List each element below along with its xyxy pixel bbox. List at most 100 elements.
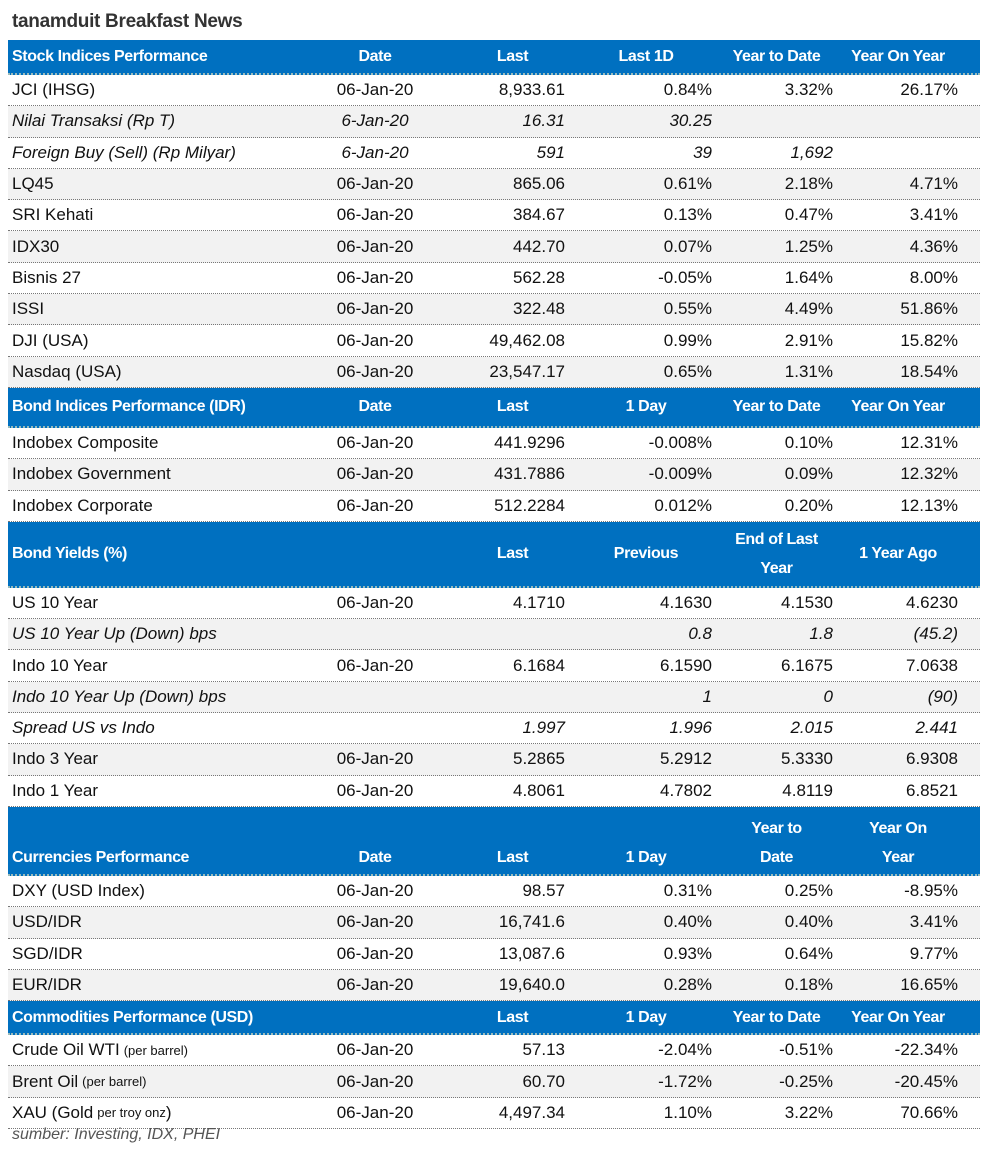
row-label: Crude Oil WTI (12, 1040, 120, 1060)
cell-date: 06-Jan-20 (336, 361, 414, 381)
header-label: Stock Indices Performance (12, 48, 208, 65)
cell-ytd: 0.64% (784, 943, 833, 963)
cell-change-1d: 0.07% (663, 236, 712, 256)
cell-yoy (838, 138, 958, 168)
cell-last: 1.997 (522, 718, 565, 738)
market-summary-table: Stock Indices Performance Date Last Last 1D… (8, 40, 980, 1130)
cell-change-1d: 0.55% (663, 299, 712, 319)
cell-yoy: -22.34% (894, 1040, 958, 1060)
cell-last: 442.70 (513, 236, 565, 256)
cell-last: 431.7886 (494, 464, 565, 484)
cell-yoy: -20.45% (894, 1071, 958, 1091)
commodities-section: Commodities Performance (USD) Last 1 Day Ye… (8, 1001, 980, 1130)
stock-indices-section: Stock Indices Performance Date Last Last 1D… (8, 40, 980, 388)
cell-yoy: 3.41% (909, 912, 958, 932)
cell-change-1d: -2.04% (658, 1040, 712, 1060)
cell-change-1d: -1.72% (658, 1071, 712, 1091)
row-label: Brent Oil (12, 1071, 79, 1091)
cell-label: Crude Oil WTI (per barrel) (12, 1035, 302, 1065)
cell-yoy (838, 106, 958, 136)
cell-label: Brent Oil (per barrel) (12, 1066, 302, 1096)
cell-yoy: (90) (927, 686, 958, 706)
cell-label: Indobex Government (12, 464, 171, 484)
cell-label: Bisnis 27 (12, 267, 81, 287)
cell-yoy: 12.31% (900, 433, 958, 453)
header-change-1d: 1 Day (625, 398, 667, 416)
bond-yields-section: Bond Yields (%) Last Previous End of Last Y… (8, 521, 980, 807)
cell-date: 06-Jan-20 (336, 495, 414, 515)
cell-change-1d: 5.2912 (660, 749, 712, 769)
header-change-1d: 1 Day (625, 1008, 667, 1026)
cell-change-1d: -0.05% (658, 267, 712, 287)
table-row: LQ45 06-Jan-20 865.06 0.61% 2.18% 4.71% (8, 168, 980, 201)
cell-yoy: 12.32% (900, 464, 958, 484)
bond-indices-section: Bond Indices Performance (IDR) Date Last 1 … (8, 387, 980, 522)
cell-label: Indo 10 Year (12, 655, 108, 675)
cell-last (460, 619, 565, 649)
header-date: Date (358, 48, 392, 65)
cell-label: Indo 10 Year Up (Down) bps (12, 686, 227, 706)
cell-ytd: 5.3330 (781, 749, 833, 769)
header-label: Currencies Performance (12, 848, 190, 866)
cell-last: 6.1684 (513, 655, 565, 675)
cell-change-1d: 30.25 (669, 111, 712, 131)
cell-change-1d: 0.84% (663, 80, 712, 100)
header-last: Last (496, 398, 529, 416)
table-row: XAU (Gold per troy onz) 06-Jan-20 4,497.34 1… (8, 1098, 980, 1130)
cell-label: DJI (USA) (12, 330, 89, 350)
cell-last: 19,640.0 (498, 974, 565, 994)
cell-yoy: 18.54% (900, 361, 958, 381)
cell-date: 06-Jan-20 (336, 464, 414, 484)
cell-ytd: 0.18% (784, 974, 833, 994)
cell-change-1d: 0.99% (663, 330, 712, 350)
header-last: Last (496, 1008, 529, 1026)
cell-label: USD/IDR (12, 912, 82, 932)
header-ytd: Year to Date (732, 1008, 821, 1026)
cell-label: Foreign Buy (Sell) (Rp Milyar) (12, 142, 236, 162)
table-row: SGD/IDR 06-Jan-20 13,087.6 0.93% 0.64% 9.77% (8, 939, 980, 970)
cell-date (320, 619, 430, 649)
table-row: US 10 Year 06-Jan-20 4.1710 4.1630 4.1530 4.6… (8, 588, 980, 620)
cell-ytd: 0.25% (784, 881, 833, 901)
table-row: Indo 10 Year 06-Jan-20 6.1684 6.1590 6.1675 7… (8, 650, 980, 682)
cell-yoy: 8.00% (909, 267, 958, 287)
cell-last (460, 682, 565, 712)
cell-date: 6-Jan-20 (341, 142, 409, 162)
cell-date: 06-Jan-20 (336, 943, 414, 963)
bond-yields-header: Bond Yields (%) Last Previous End of Last Y… (8, 521, 980, 588)
currencies-header: Currencies Performance Date Last 1 Day Year … (8, 806, 980, 876)
cell-yoy: 4.6230 (906, 593, 958, 612)
cell-label: Indo 1 Year (12, 780, 99, 800)
cell-ytd: 3.22% (784, 1102, 833, 1122)
cell-label: XAU (Gold per troy onz) (12, 1098, 302, 1128)
table-row: SRI Kehati 06-Jan-20 384.67 0.13% 0.47% 3.41% (8, 200, 980, 232)
header-yoy: Year On Year (851, 1008, 945, 1026)
cell-date: 06-Jan-20 (336, 236, 414, 256)
cell-yoy: -8.95% (904, 881, 958, 901)
cell-ytd: 4.49% (784, 299, 833, 319)
table-row: ISSI 06-Jan-20 322.48 0.55% 4.49% 51.86% (8, 294, 980, 326)
cell-change-1d: 0.40% (663, 912, 712, 932)
cell-date: 06-Jan-20 (336, 974, 414, 994)
header-ytd: Year to Date (751, 819, 802, 866)
cell-ytd: 1.25% (784, 236, 833, 256)
cell-date: 06-Jan-20 (336, 174, 414, 194)
table-row: USD/IDR 06-Jan-20 16,741.6 0.40% 0.40% 3.41% (8, 907, 980, 939)
cell-yoy: 26.17% (900, 80, 958, 100)
cell-date: 06-Jan-20 (336, 330, 414, 350)
header-date (320, 522, 430, 586)
table-row: Nasdaq (USA) 06-Jan-20 23,547.17 0.65% 1.31%… (8, 356, 980, 388)
unit-note: (per barrel) (123, 1042, 188, 1058)
cell-ytd: -0.51% (779, 1040, 833, 1060)
label-suffix: ) (165, 1102, 172, 1122)
unit-note: per troy onz (97, 1105, 166, 1121)
cell-label: Nilai Transaksi (Rp T) (12, 111, 176, 131)
cell-change-1d: 0.012% (654, 495, 712, 515)
source-note: sumber: Investing, IDX, PHEI (12, 1126, 221, 1143)
cell-date: 06-Jan-20 (336, 1040, 414, 1060)
cell-ytd: 1.8 (809, 624, 833, 644)
row-label: XAU (Gold (12, 1102, 94, 1122)
cell-date: 06-Jan-20 (336, 780, 414, 800)
page-title: tanamduit Breakfast News (12, 11, 243, 32)
cell-last: 5.2865 (513, 749, 565, 769)
